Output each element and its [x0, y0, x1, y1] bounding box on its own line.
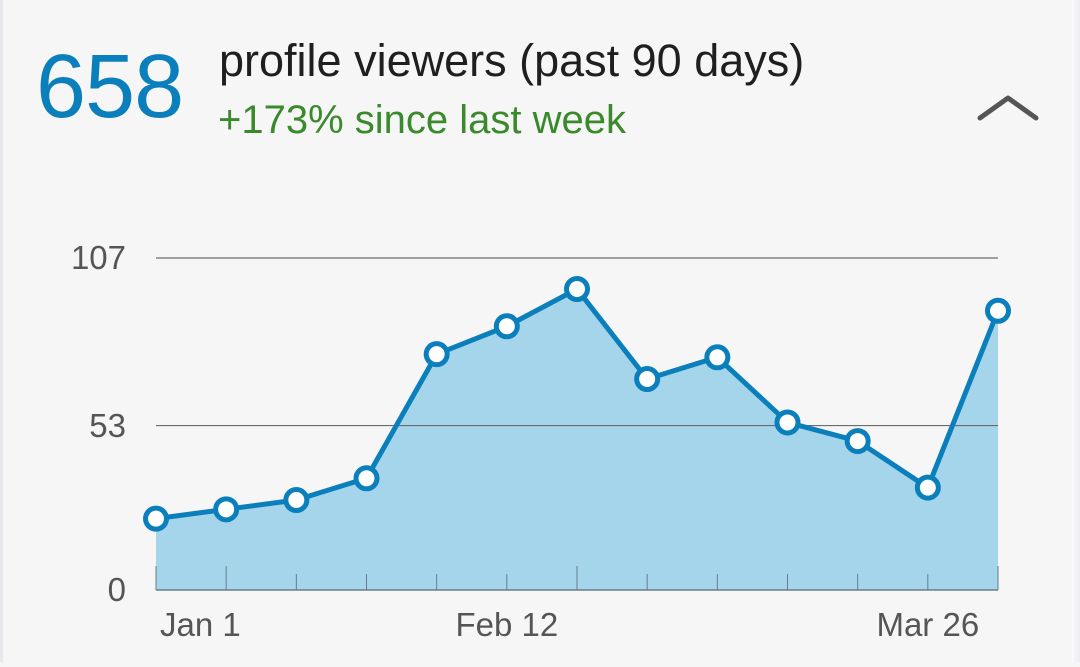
views-chart: 0 53 107 Jan 1 Feb 12 Mar 26: [0, 220, 1080, 667]
scrollbar-track[interactable]: [1072, 0, 1080, 662]
data-point[interactable]: [283, 487, 310, 514]
area-fill: [156, 289, 998, 590]
data-point[interactable]: [985, 297, 1011, 324]
change-indicator: +173% since last week: [218, 98, 627, 142]
x-axis-label: Feb 12: [455, 606, 559, 643]
x-axis-label: Mar 26: [876, 606, 980, 643]
data-point[interactable]: [844, 428, 871, 455]
data-point[interactable]: [564, 276, 590, 303]
chart-plot: [143, 257, 1011, 591]
data-point[interactable]: [423, 341, 450, 368]
y-axis-label: 0: [107, 571, 126, 608]
card-title: profile viewers (past 90 days): [219, 35, 805, 86]
data-point[interactable]: [914, 474, 941, 501]
data-point[interactable]: [634, 366, 661, 393]
y-axis-label: 53: [89, 406, 126, 444]
data-point[interactable]: [493, 313, 520, 340]
x-axis-label: Jan 1: [160, 606, 241, 643]
left-border: [0, 0, 3, 662]
y-axis-label: 107: [70, 239, 126, 276]
data-point[interactable]: [774, 409, 801, 436]
data-point[interactable]: [213, 496, 240, 523]
collapse-button[interactable]: [970, 86, 1046, 130]
data-point[interactable]: [143, 505, 169, 532]
data-point[interactable]: [704, 344, 731, 371]
chevron-up-icon: [977, 95, 1039, 121]
data-point[interactable]: [353, 465, 380, 492]
viewer-count: 658: [36, 37, 184, 137]
